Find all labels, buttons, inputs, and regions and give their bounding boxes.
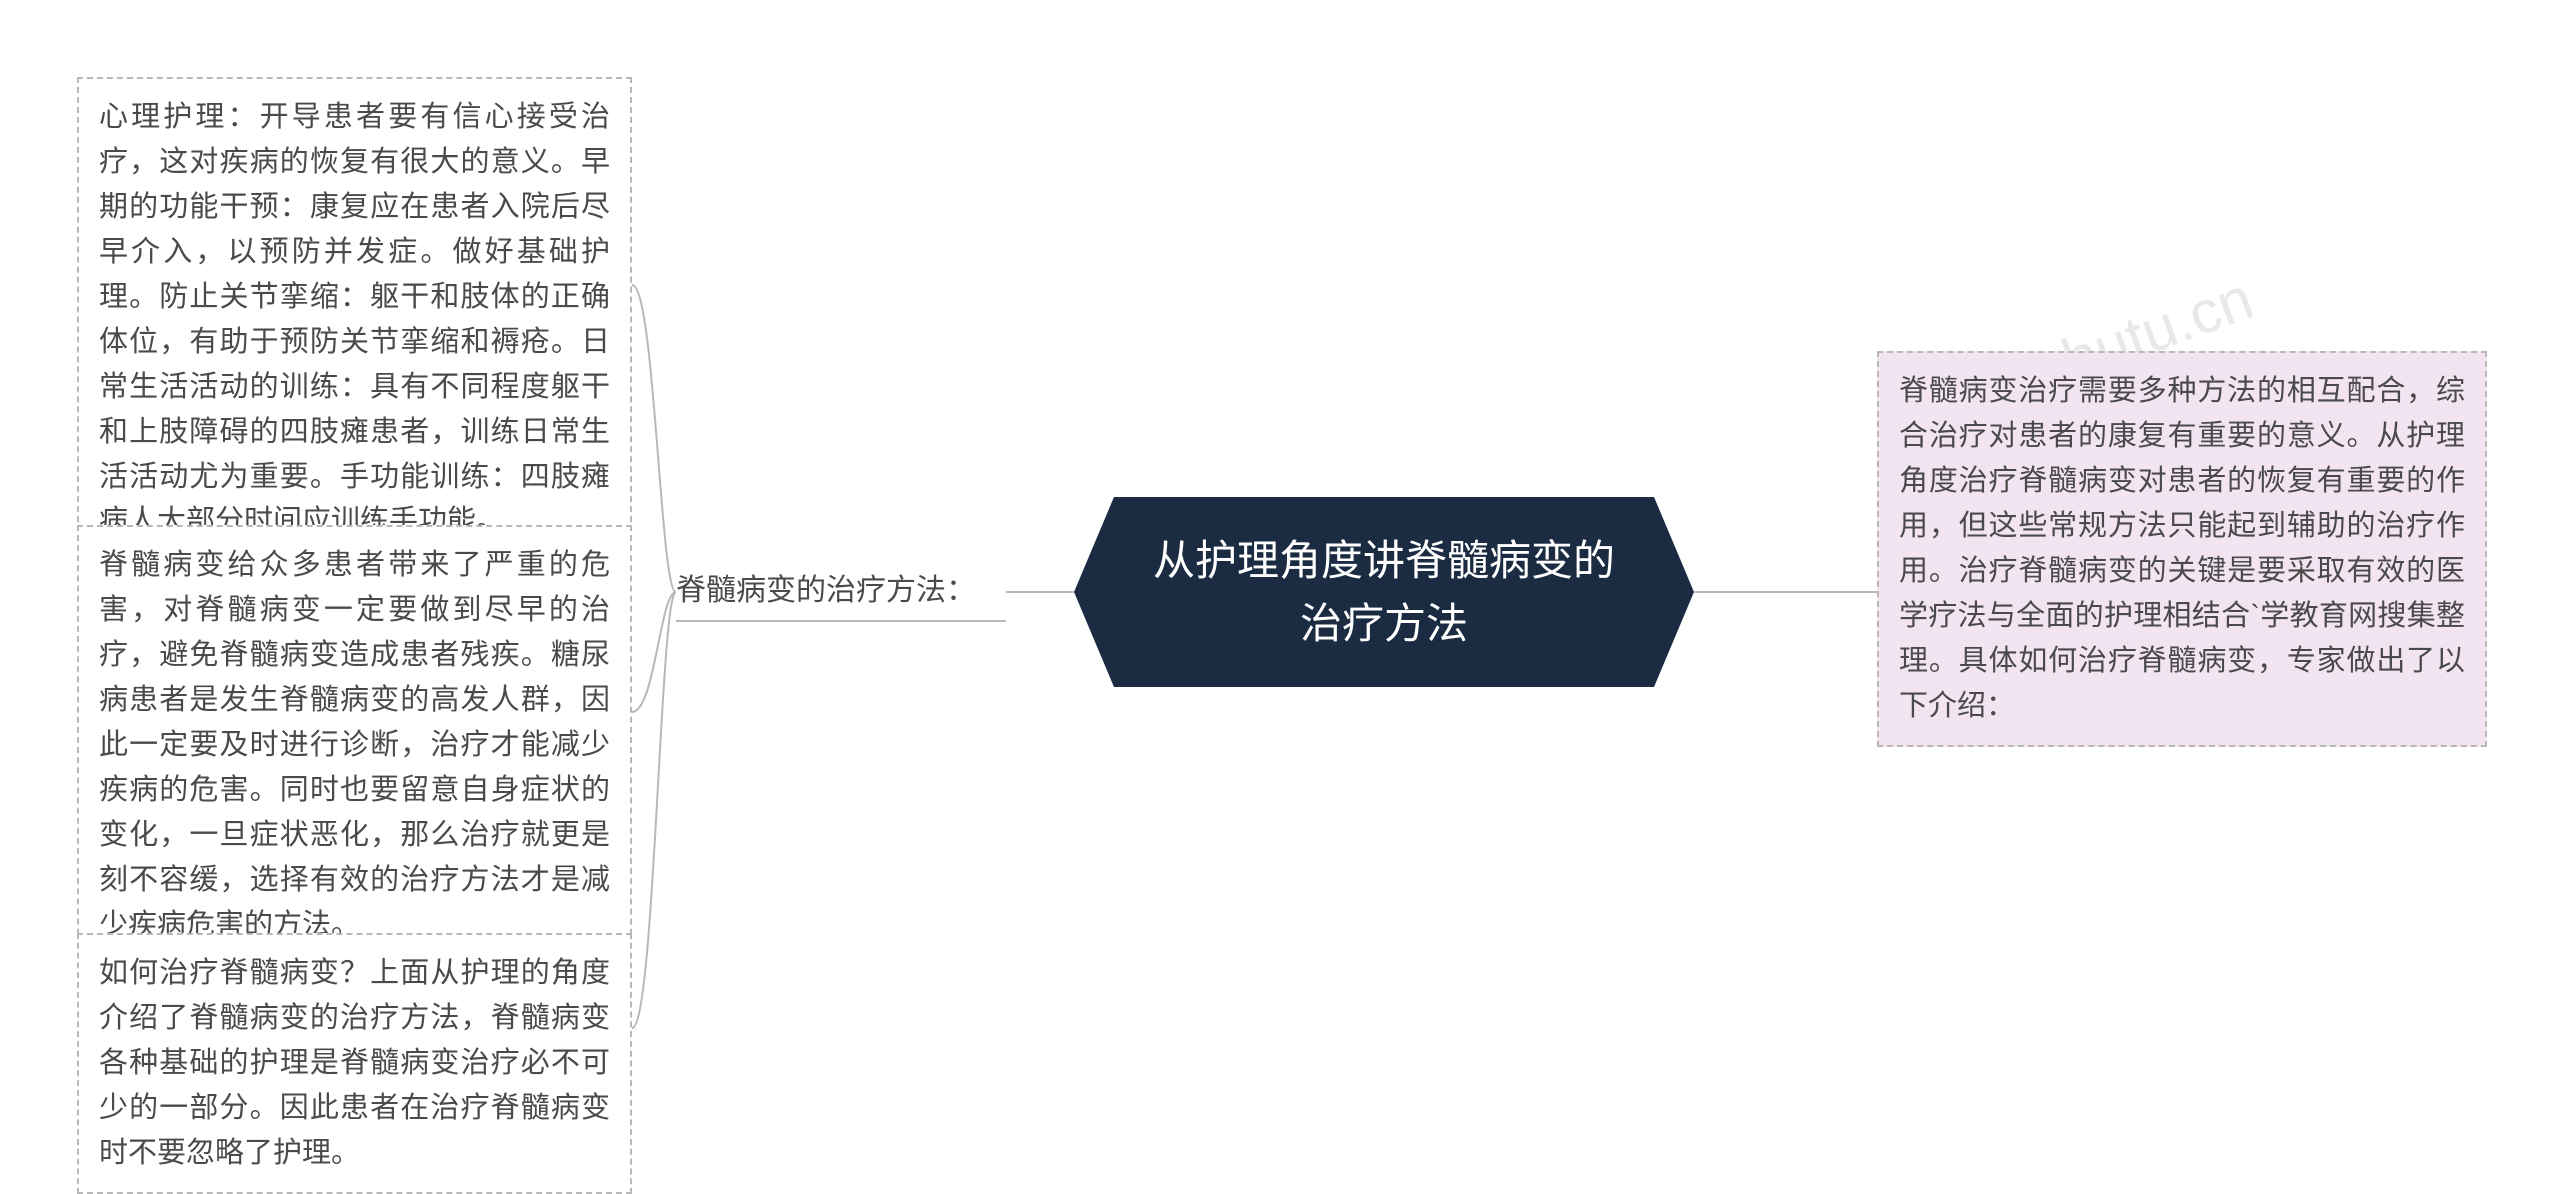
left-branch-label: 脊髓病变的治疗方法： — [676, 570, 1006, 622]
left-branch-label-text: 脊髓病变的治疗方法： — [676, 574, 976, 607]
left-leaf-1: 心理护理：开导患者要有信心接受治疗，这对疾病的恢复有很大的意义。早期的功能干预：… — [77, 77, 632, 562]
left-leaf-3-text: 如何治疗脊髓病变？上面从护理的角度介绍了脊髓病变的治疗方法，脊髓病变各种基础的护… — [99, 957, 610, 1169]
center-node: 从护理角度讲脊髓病变的 治疗方法 — [1074, 497, 1694, 687]
right-leaf-text: 脊髓病变治疗需要多种方法的相互配合，综合治疗对患者的康复有重要的意义。从护理角度… — [1899, 375, 2465, 722]
left-leaf-3: 如何治疗脊髓病变？上面从护理的角度介绍了脊髓病变的治疗方法，脊髓病变各种基础的护… — [77, 933, 632, 1194]
left-leaf-2: 脊髓病变给众多患者带来了严重的危害，对脊髓病变一定要做到尽早的治疗，避免脊髓病变… — [77, 525, 632, 965]
left-leaf-1-text: 心理护理：开导患者要有信心接受治疗，这对疾病的恢复有很大的意义。早期的功能干预：… — [99, 101, 610, 537]
left-leaf-2-text: 脊髓病变给众多患者带来了严重的危害，对脊髓病变一定要做到尽早的治疗，避免脊髓病变… — [99, 549, 610, 941]
right-leaf: 脊髓病变治疗需要多种方法的相互配合，综合治疗对患者的康复有重要的意义。从护理角度… — [1877, 351, 2487, 747]
center-title: 从护理角度讲脊髓病变的 治疗方法 — [1153, 529, 1615, 655]
